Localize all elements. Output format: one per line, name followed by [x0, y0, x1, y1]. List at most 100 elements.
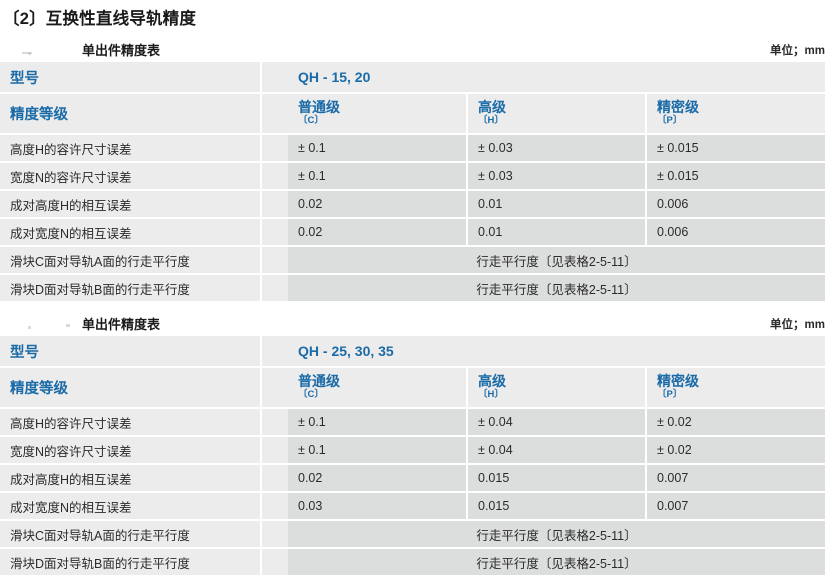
table-row-model: 型号 QH - 25, 30, 35: [0, 334, 825, 368]
row-value: 0.007: [646, 463, 825, 493]
row-value: ± 0.02: [646, 407, 825, 437]
spacer-cell: [261, 519, 288, 549]
spacer-cell: [261, 435, 288, 465]
grade-code: 〔C〕: [298, 115, 324, 127]
accuracy-table-1: 型号 QH - 15, 20 精度等级 普通级 〔C〕 高级 〔H〕 精密级 〔…: [0, 60, 825, 303]
spacer-cell: [261, 245, 288, 275]
spacer-cell: [261, 407, 288, 437]
row-value: ± 0.04: [467, 435, 647, 465]
grade-cell-high-2: 高级 〔H〕: [467, 366, 647, 409]
row-value: ± 0.03: [467, 133, 647, 163]
table-row-grade: 精度等级 普通级 〔C〕 高级 〔H〕 精密级 〔P〕: [0, 92, 825, 135]
table-row: 高度H的容许尺寸误差 ± 0.1 ± 0.04 ± 0.02: [0, 407, 825, 437]
row-label: 成对高度H的相互误差: [0, 189, 262, 219]
table-row: 滑块C面对导轨A面的行走平行度 行走平行度〔见表格2-5-11〕: [0, 519, 825, 549]
row-value: 0.006: [646, 189, 825, 219]
row-value: 0.02: [288, 463, 468, 493]
row-label: 滑块C面对导轨A面的行走平行度: [0, 245, 262, 275]
row-value: 0.01: [467, 217, 647, 247]
row-value: ± 0.1: [288, 435, 468, 465]
grade-cell-precision-2: 精密级 〔P〕: [646, 366, 825, 409]
table-row: 宽度N的容许尺寸误差 ± 0.1 ± 0.04 ± 0.02: [0, 435, 825, 465]
spacer-cell: [261, 463, 288, 493]
grade-code: 〔H〕: [478, 389, 504, 401]
grade-label-2: 精度等级: [0, 366, 262, 409]
spacer-cell: [261, 92, 288, 135]
grade-cell-high-1: 高级 〔H〕: [467, 92, 647, 135]
row-value: ± 0.04: [467, 407, 647, 437]
row-value: 0.02: [288, 189, 468, 219]
table-row: 滑块C面对导轨A面的行走平行度 行走平行度〔见表格2-5-11〕: [0, 245, 825, 275]
spacer-cell: [261, 334, 288, 368]
table-row: 成对高度H的相互误差 0.02 0.01 0.006: [0, 189, 825, 219]
spacer-cell: [261, 491, 288, 521]
grade-name: 高级: [478, 99, 506, 116]
grade-code: 〔H〕: [478, 115, 504, 127]
row-value: 0.007: [646, 491, 825, 521]
grade-label-1: 精度等级: [0, 92, 262, 135]
row-value: 0.015: [467, 463, 647, 493]
row-note-value: 行走平行度〔见表格2-5-11〕: [288, 245, 825, 275]
table-row: 滑块D面对导轨B面的行走平行度 行走平行度〔见表格2-5-11〕: [0, 273, 825, 303]
spacer-cell: [261, 60, 288, 94]
accuracy-table-2: 型号 QH - 25, 30, 35 精度等级 普通级 〔C〕 高级 〔H〕 精…: [0, 334, 825, 577]
row-value: 0.01: [467, 189, 647, 219]
row-value: ± 0.015: [646, 133, 825, 163]
row-value: ± 0.1: [288, 407, 468, 437]
grade-cell-precision-1: 精密级 〔P〕: [646, 92, 825, 135]
row-value: ± 0.1: [288, 133, 468, 163]
row-label: 成对高度H的相互误差: [0, 463, 262, 493]
row-label: 成对宽度N的相互误差: [0, 491, 262, 521]
row-label: 宽度N的容许尺寸误差: [0, 435, 262, 465]
row-label: 成对宽度N的相互误差: [0, 217, 262, 247]
table-unit-2: 单位；mm: [770, 319, 825, 331]
scan-artifact-speck: [28, 52, 31, 55]
table-row-model: 型号 QH - 15, 20: [0, 60, 825, 94]
table-row: 成对高度H的相互误差 0.02 0.015 0.007: [0, 463, 825, 493]
row-label: 高度H的容许尺寸误差: [0, 133, 262, 163]
grade-name: 高级: [478, 373, 506, 390]
model-label-1: 型号: [0, 60, 262, 94]
model-label-2: 型号: [0, 334, 262, 368]
row-value: ± 0.1: [288, 161, 468, 191]
row-label: 宽度N的容许尺寸误差: [0, 161, 262, 191]
scan-artifact-speck: [28, 326, 31, 329]
grade-code: 〔P〕: [657, 389, 683, 401]
spacer-cell: [261, 217, 288, 247]
table-caption-2: 单出件精度表: [82, 317, 161, 332]
row-note-value: 行走平行度〔见表格2-5-11〕: [288, 547, 825, 577]
model-value-1: QH - 15, 20: [288, 60, 825, 94]
table-row: 成对宽度N的相互误差 0.03 0.015 0.007: [0, 491, 825, 521]
table-row: 高度H的容许尺寸误差 ± 0.1 ± 0.03 ± 0.015: [0, 133, 825, 163]
spacer-cell: [261, 189, 288, 219]
row-value: ± 0.03: [467, 161, 647, 191]
page-title: 〔2〕互换性直线导轨精度: [3, 10, 197, 28]
spacer-cell: [261, 133, 288, 163]
row-label: 滑块D面对导轨B面的行走平行度: [0, 273, 262, 303]
table-row-grade: 精度等级 普通级 〔C〕 高级 〔H〕 精密级 〔P〕: [0, 366, 825, 409]
spacer-cell: [261, 366, 288, 409]
row-label: 高度H的容许尺寸误差: [0, 407, 262, 437]
row-note-value: 行走平行度〔见表格2-5-11〕: [288, 519, 825, 549]
table-caption-row-2: 单出件精度表 单位；mm: [0, 312, 835, 334]
scan-artifact-speck: [22, 52, 32, 54]
grade-code: 〔C〕: [298, 389, 324, 401]
row-value: 0.02: [288, 217, 468, 247]
spacer-cell: [261, 273, 288, 303]
row-value: 0.015: [467, 491, 647, 521]
accuracy-table-block-2: 单出件精度表 单位；mm 型号 QH - 25, 30, 35 精度等级 普通级…: [0, 312, 835, 577]
row-value: 0.03: [288, 491, 468, 521]
grade-name: 精密级: [657, 99, 699, 116]
row-label: 滑块D面对导轨B面的行走平行度: [0, 547, 262, 577]
grade-cell-normal-2: 普通级 〔C〕: [288, 366, 468, 409]
grade-name: 普通级: [298, 99, 340, 116]
grade-name: 精密级: [657, 373, 699, 390]
table-row: 成对宽度N的相互误差 0.02 0.01 0.006: [0, 217, 825, 247]
row-label: 滑块C面对导轨A面的行走平行度: [0, 519, 262, 549]
scan-artifact-speck: [66, 324, 70, 327]
grade-name: 普通级: [298, 373, 340, 390]
table-unit-1: 单位；mm: [770, 45, 825, 57]
row-note-value: 行走平行度〔见表格2-5-11〕: [288, 273, 825, 303]
table-caption-1: 单出件精度表: [82, 43, 161, 58]
grade-cell-normal-1: 普通级 〔C〕: [288, 92, 468, 135]
